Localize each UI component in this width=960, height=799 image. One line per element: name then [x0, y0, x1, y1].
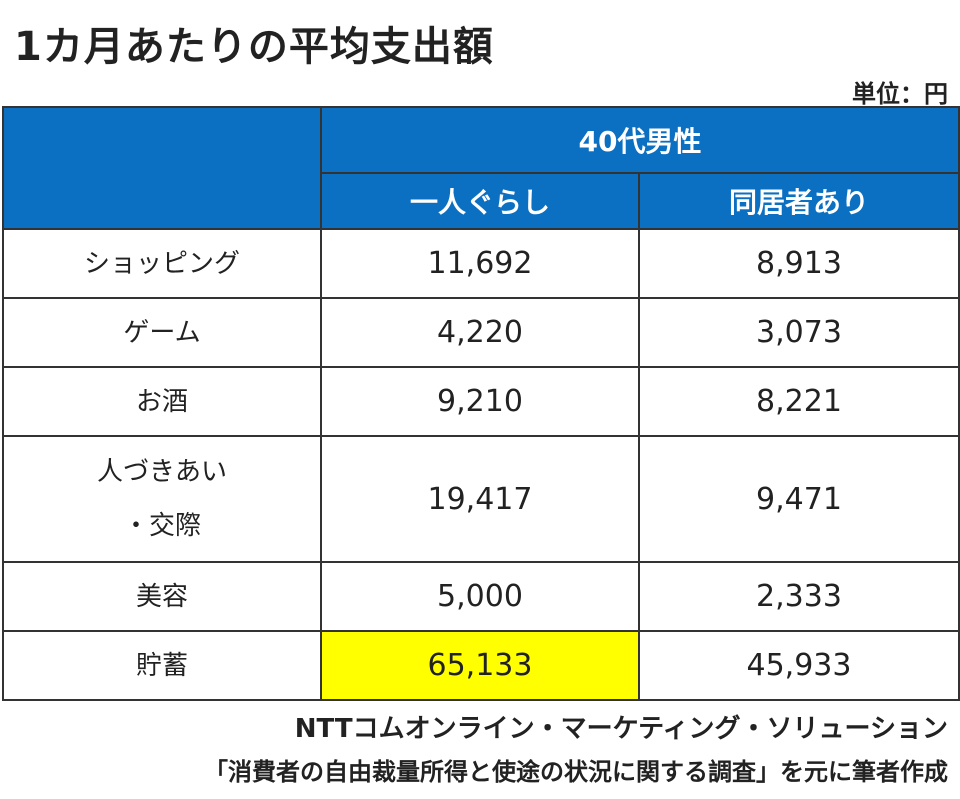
value-cell: 5,000 — [320, 561, 640, 632]
table-row: 人づきあい ・交際 19,417 9,471 — [2, 435, 960, 563]
value-cell: 8,913 — [638, 228, 960, 299]
table-row: お酒 9,210 8,221 — [2, 366, 960, 437]
table-row: ゲーム 4,220 3,073 — [2, 297, 960, 368]
header-corner-cell — [2, 106, 322, 230]
value-cell: 4,220 — [320, 297, 640, 368]
chart-title: 1カ月あたりの平均支出額 — [14, 24, 494, 70]
table-row: ショッピング 11,692 8,913 — [2, 228, 960, 299]
value-cell: 2,333 — [638, 561, 960, 632]
value-cell: 45,933 — [638, 630, 960, 701]
value-cell: 9,210 — [320, 366, 640, 437]
expense-table: 40代男性 一人ぐらし 同居者あり ショッピング 11,692 8,913 ゲー… — [2, 106, 960, 701]
row-label: 美容 — [2, 561, 322, 632]
row-label: 貯蓄 — [2, 630, 322, 701]
unit-label: 単位：円 — [852, 80, 948, 108]
row-label: ゲーム — [2, 297, 322, 368]
value-cell: 9,471 — [638, 435, 960, 563]
table-row: 貯蓄 65,133 45,933 — [2, 630, 960, 701]
header-col-alone: 一人ぐらし — [320, 172, 640, 230]
header-row-group: 40代男性 — [2, 106, 960, 230]
row-label: 人づきあい ・交際 — [2, 435, 322, 563]
value-cell: 11,692 — [320, 228, 640, 299]
row-label: お酒 — [2, 366, 322, 437]
row-label: ショッピング — [2, 228, 322, 299]
header-row-columns: 一人ぐらし 同居者あり — [3, 172, 960, 230]
value-cell: 3,073 — [638, 297, 960, 368]
value-cell: 19,417 — [320, 435, 640, 563]
table-row: 美容 5,000 2,333 — [2, 561, 960, 632]
header-group-cell: 40代男性 — [320, 106, 960, 174]
source-line-1: NTTコムオンライン・マーケティング・ソリューション — [294, 714, 948, 744]
value-cell-highlighted: 65,133 — [320, 630, 640, 701]
source-line-2: 「消費者の自由裁量所得と使途の状況に関する調査」を元に筆者作成 — [204, 758, 948, 786]
header-col-cohabiting: 同居者あり — [638, 172, 960, 230]
value-cell: 8,221 — [638, 366, 960, 437]
